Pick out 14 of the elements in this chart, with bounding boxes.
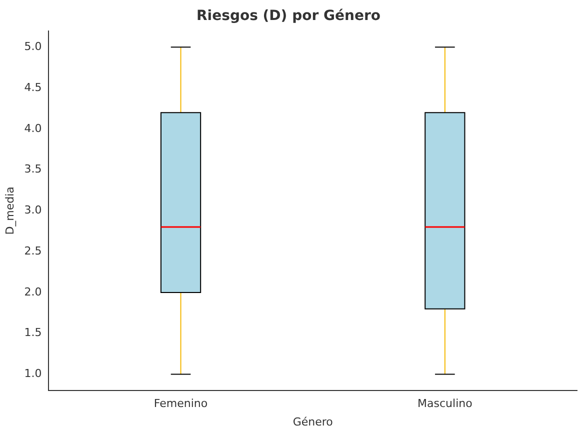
y-tick-label: 4.0 xyxy=(24,122,42,135)
y-tick-label: 2.0 xyxy=(24,285,42,298)
y-axis-title: D_media xyxy=(3,186,16,235)
y-tick-label: 2.5 xyxy=(24,244,42,258)
x-axis-title: Género xyxy=(292,415,334,428)
x-tick-label: Femenino xyxy=(154,397,208,410)
y-tick-label: 4.5 xyxy=(24,80,42,94)
y-tick-label: 1.5 xyxy=(24,326,42,340)
y-tick-label: 5.0 xyxy=(24,40,42,54)
y-tick-label: 3.0 xyxy=(24,204,42,217)
y-tick-label: 1.0 xyxy=(24,367,42,380)
chart-title: Riesgos (D) por Género xyxy=(196,8,381,24)
x-tick-label: Masculino xyxy=(418,397,473,410)
y-tick-label: 3.5 xyxy=(24,162,42,176)
